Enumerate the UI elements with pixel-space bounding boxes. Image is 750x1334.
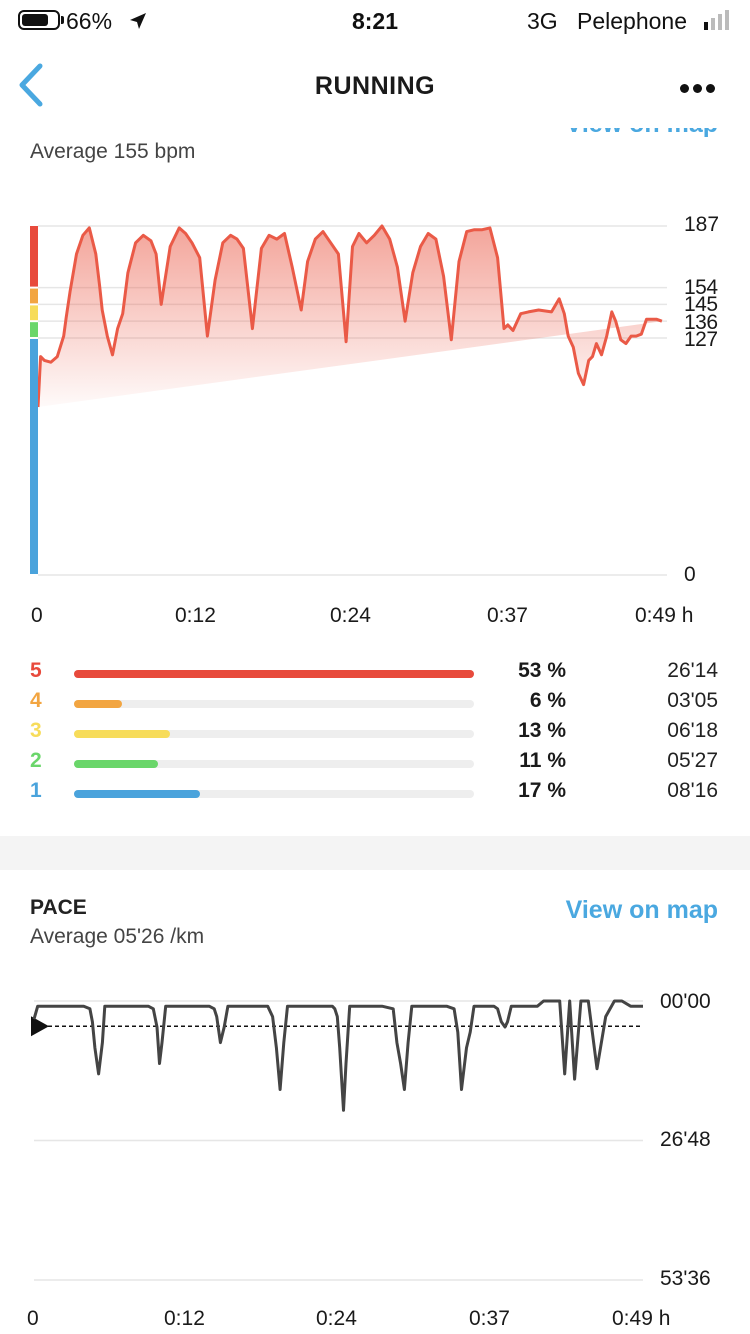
signal-strength-icon [704, 10, 729, 30]
hr-y-tick: 154 [684, 276, 718, 299]
location-arrow-icon [128, 10, 148, 37]
zone-bar-track [74, 760, 474, 768]
hr-y-tick: 145 [684, 293, 718, 316]
zone-percent: 17 % [518, 779, 566, 802]
carrier-name: Pelephone [577, 8, 687, 34]
zone-row-2: 2 11 % 05'27 [0, 749, 750, 779]
pace-x-tick: 0:24 [316, 1307, 357, 1330]
hr-y-tick: 127 [684, 328, 718, 351]
zone-number: 5 [30, 659, 42, 682]
zone-time: 03'05 [667, 689, 718, 712]
pace-y-tick: 00'00 [660, 990, 711, 1013]
hr-zone-band [30, 338, 38, 574]
zone-time: 26'14 [667, 659, 718, 682]
hr-y-tick: 187 [684, 213, 720, 236]
zone-bar-track [74, 790, 474, 798]
hr-zone-band [30, 322, 38, 337]
heart-rate-average: Average 155 bpm [30, 140, 196, 163]
zone-row-5: 5 53 % 26'14 [0, 659, 750, 689]
zone-percent: 11 % [519, 749, 566, 772]
zone-row-4: 4 6 % 03'05 [0, 689, 750, 719]
pace-y-tick: 26'48 [660, 1128, 711, 1151]
zone-bar-track [74, 670, 474, 678]
network-type: 3G [527, 8, 558, 34]
pace-x-tick: 0:37 [469, 1307, 510, 1330]
more-options-button[interactable] [680, 80, 726, 96]
pace-average: Average 05'26 /km [30, 925, 205, 948]
hr-series-line [36, 224, 663, 408]
page-title: RUNNING [314, 72, 436, 100]
zone-bar-fill [74, 670, 474, 678]
hr-x-tick: 0:24 [330, 604, 371, 627]
hr-area [38, 226, 662, 407]
section-divider [0, 836, 750, 870]
battery-icon [18, 10, 64, 30]
hr-zone-band [30, 305, 38, 321]
zone-row-1: 1 17 % 08'16 [0, 779, 750, 809]
hr-x-tick: 0:49 h [635, 604, 694, 627]
hr-y-tick: 136 [684, 311, 718, 334]
pace-x-tick: 0:49 h [612, 1307, 671, 1330]
zone-bar-fill [74, 700, 122, 708]
zone-number: 4 [30, 689, 42, 712]
zone-bar-fill [74, 790, 200, 798]
zone-bar-track [74, 700, 474, 708]
hr-x-tick: 0:12 [175, 604, 216, 627]
zone-bar-fill [74, 760, 158, 768]
zone-time: 08'16 [667, 779, 718, 802]
chevron-left-icon [19, 63, 43, 107]
zone-number: 1 [30, 779, 42, 802]
pace-view-on-map-link[interactable]: View on map [565, 896, 718, 924]
pace-series-line [32, 999, 643, 1112]
more-dots-icon [680, 83, 689, 93]
pace-y-tick: 53'36 [660, 1267, 711, 1290]
pace-section-title: PACE [30, 896, 87, 919]
zone-percent: 6 % [529, 689, 566, 712]
pace-average-marker-icon [31, 1016, 49, 1037]
zone-percent: 13 % [518, 719, 566, 742]
zone-row-3: 3 13 % 06'18 [0, 719, 750, 749]
hr-zone-band [30, 288, 38, 304]
hr-zone-band [30, 226, 38, 287]
zone-number: 3 [30, 719, 42, 742]
zone-bar-track [74, 730, 474, 738]
zone-bar-fill [74, 730, 170, 738]
zone-time: 05'27 [667, 749, 718, 772]
nav-bar: RUNNING [0, 44, 750, 128]
back-button[interactable] [14, 60, 54, 110]
hr-y-tick: 0 [684, 563, 696, 586]
zone-number: 2 [30, 749, 42, 772]
status-bar: 66% 8:21 3G Pelephone [0, 0, 750, 44]
heart-rate-chart [30, 224, 667, 576]
pace-x-tick: 0:12 [164, 1307, 205, 1330]
battery-percent: 66% [66, 8, 113, 34]
zone-percent: 53 % [518, 659, 566, 682]
status-time: 8:21 [351, 8, 399, 34]
pace-chart [31, 999, 643, 1281]
zone-time: 06'18 [667, 719, 718, 742]
pace-x-tick: 0 [27, 1307, 39, 1330]
hr-x-tick: 0 [31, 604, 43, 627]
hr-x-tick: 0:37 [487, 604, 528, 627]
